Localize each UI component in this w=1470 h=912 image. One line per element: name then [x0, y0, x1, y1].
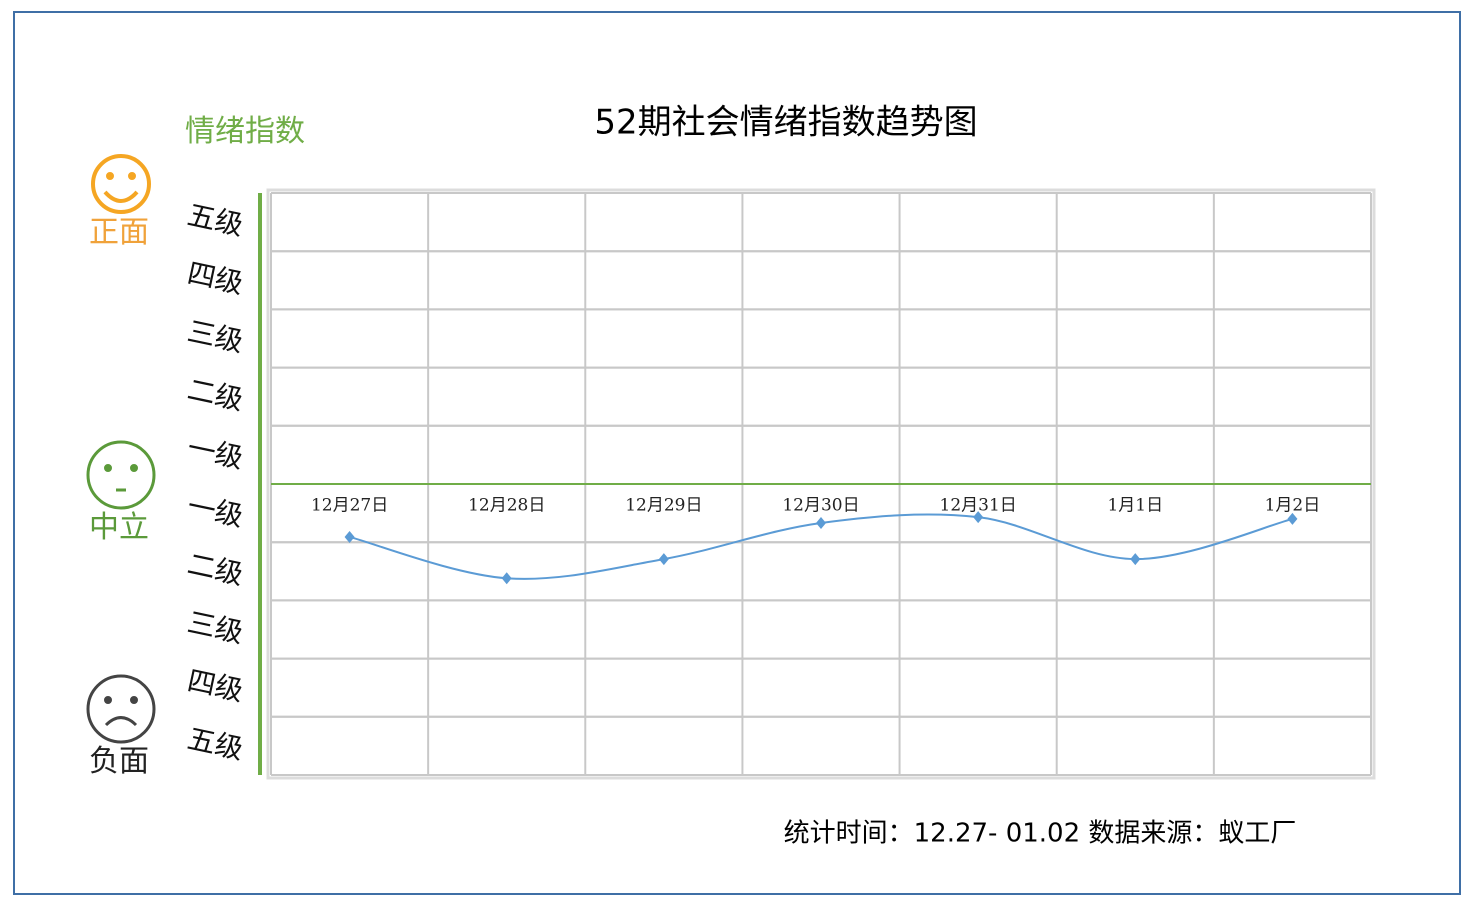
- page-border: [13, 11, 1461, 895]
- x-tick-label: 12月29日: [625, 496, 702, 516]
- x-tick-label: 12月28日: [468, 496, 545, 516]
- chart-title: 52期社会情绪指数趋势图: [594, 103, 977, 143]
- positive-face: [91, 154, 151, 214]
- group-label: 正面: [89, 215, 149, 250]
- x-tick-label: 1月2日: [1265, 496, 1321, 516]
- marker: [658, 553, 669, 566]
- marker: [344, 530, 355, 543]
- footer: 统计时间：12.27- 01.02 数据来源：蚁工厂: [784, 819, 1297, 849]
- x-tick-label: 12月30日: [782, 496, 859, 516]
- marker: [1130, 553, 1141, 566]
- marker: [973, 511, 984, 524]
- x-tick-label: 12月27日: [311, 496, 388, 516]
- negative-face: [86, 674, 156, 744]
- group-label: 中立: [89, 510, 149, 545]
- x-tick-label: 12月31日: [940, 496, 1017, 516]
- group-label: 负面: [89, 744, 149, 779]
- marker: [501, 572, 512, 585]
- marker: [1287, 512, 1298, 525]
- plot-frame: [266, 188, 1376, 780]
- neutral-face: [86, 440, 156, 510]
- y-axis-title: 情绪指数: [185, 114, 305, 149]
- marker: [816, 516, 826, 529]
- x-tick-label: 1月1日: [1107, 496, 1163, 516]
